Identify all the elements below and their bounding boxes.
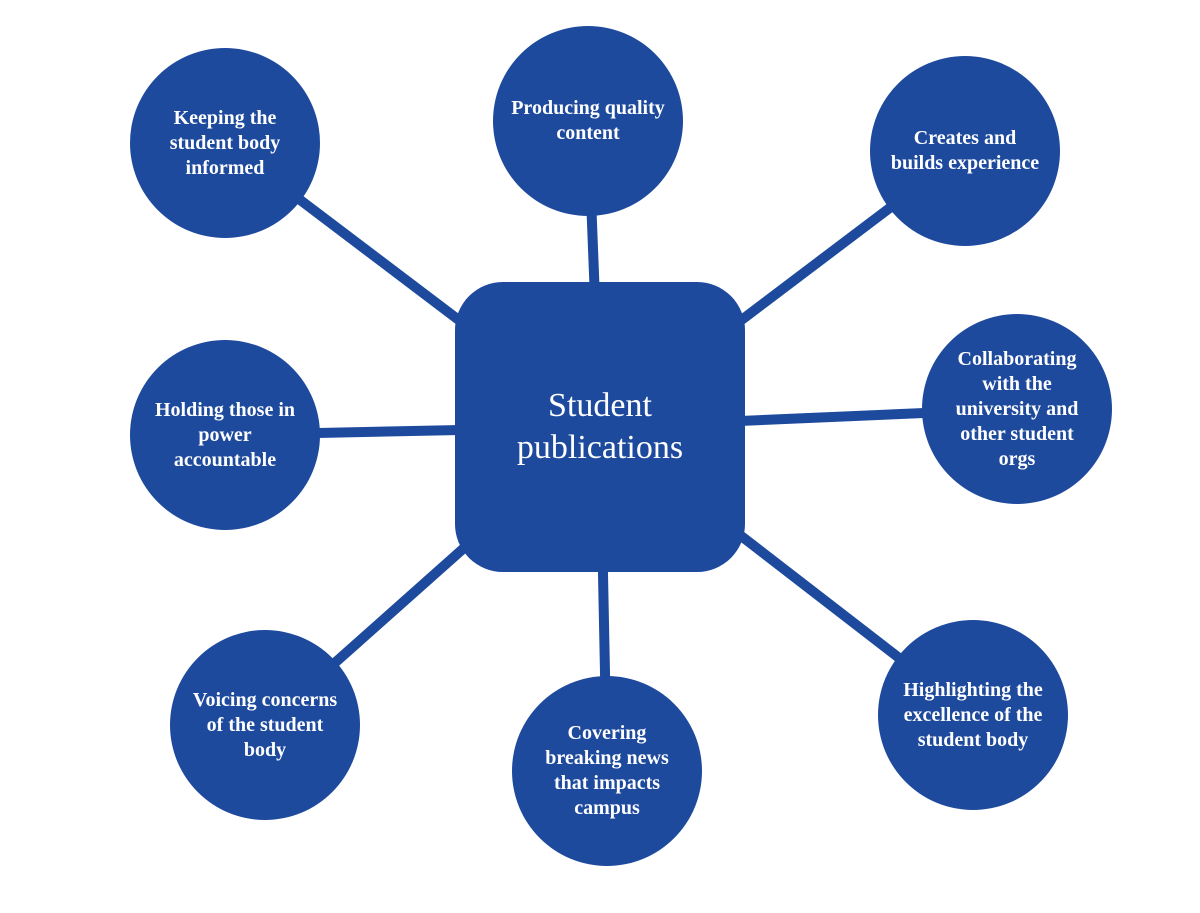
bubble-label: Collaborating with the university and ot… <box>940 347 1094 472</box>
bubble-excellence: Highlighting the excellence of the stude… <box>878 620 1068 810</box>
bubble-label: Producing quality content <box>511 96 665 146</box>
bubble-experience: Creates and builds experience <box>870 56 1060 246</box>
bubble-label: Holding those in power accountable <box>148 398 302 473</box>
bubble-breaking: Covering breaking news that impacts camp… <box>512 676 702 866</box>
bubble-voicing: Voicing concerns of the student body <box>170 630 360 820</box>
bubble-label: Creates and builds experience <box>888 126 1042 176</box>
center-node: Student publications <box>455 282 745 572</box>
bubble-label: Highlighting the excellence of the stude… <box>896 678 1050 753</box>
bubble-quality: Producing quality content <box>493 26 683 216</box>
bubble-informed: Keeping the student body informed <box>130 48 320 238</box>
bubble-label: Covering breaking news that impacts camp… <box>530 721 684 821</box>
bubble-collaborate: Collaborating with the university and ot… <box>922 314 1112 504</box>
mindmap-diagram: Student publications Keeping the student … <box>0 0 1200 913</box>
center-node-label: Student publications <box>471 385 729 470</box>
bubble-accountable: Holding those in power accountable <box>130 340 320 530</box>
bubble-label: Voicing concerns of the student body <box>188 688 342 763</box>
bubble-label: Keeping the student body informed <box>148 106 302 181</box>
